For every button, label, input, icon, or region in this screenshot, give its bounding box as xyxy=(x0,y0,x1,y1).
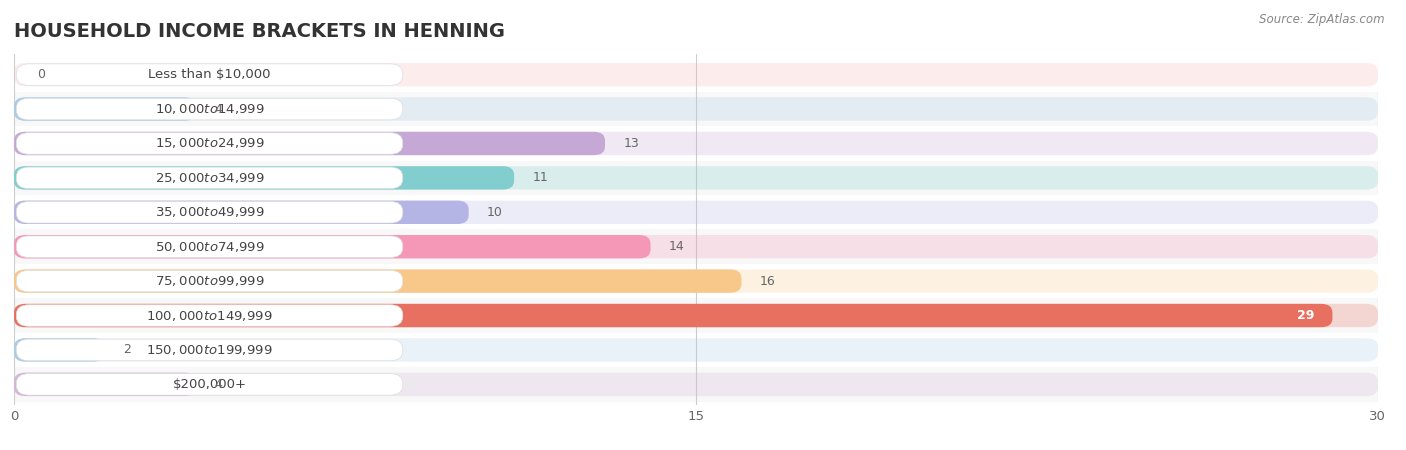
Text: $10,000 to $14,999: $10,000 to $14,999 xyxy=(155,102,264,116)
FancyBboxPatch shape xyxy=(14,338,1378,362)
Text: 10: 10 xyxy=(486,206,503,219)
Bar xyxy=(14,367,1378,401)
Bar xyxy=(14,195,1378,230)
Bar xyxy=(14,58,1378,92)
FancyBboxPatch shape xyxy=(17,98,402,120)
Text: $150,000 to $199,999: $150,000 to $199,999 xyxy=(146,343,273,357)
FancyBboxPatch shape xyxy=(17,202,402,223)
Bar xyxy=(14,264,1378,298)
Bar xyxy=(14,230,1378,264)
Text: HOUSEHOLD INCOME BRACKETS IN HENNING: HOUSEHOLD INCOME BRACKETS IN HENNING xyxy=(14,22,505,41)
FancyBboxPatch shape xyxy=(14,235,651,258)
FancyBboxPatch shape xyxy=(17,64,402,86)
Text: 29: 29 xyxy=(1296,309,1315,322)
FancyBboxPatch shape xyxy=(17,133,402,154)
Text: $35,000 to $49,999: $35,000 to $49,999 xyxy=(155,205,264,219)
Bar xyxy=(14,298,1378,333)
Bar xyxy=(14,161,1378,195)
Text: $75,000 to $99,999: $75,000 to $99,999 xyxy=(155,274,264,288)
Text: Source: ZipAtlas.com: Source: ZipAtlas.com xyxy=(1260,14,1385,27)
Text: 16: 16 xyxy=(759,274,775,288)
FancyBboxPatch shape xyxy=(17,374,402,395)
Text: $200,000+: $200,000+ xyxy=(173,378,246,391)
FancyBboxPatch shape xyxy=(14,97,195,121)
FancyBboxPatch shape xyxy=(14,235,1378,258)
Bar xyxy=(14,333,1378,367)
Text: 2: 2 xyxy=(124,343,131,356)
Text: 14: 14 xyxy=(669,240,685,253)
Text: 4: 4 xyxy=(214,103,222,116)
FancyBboxPatch shape xyxy=(17,270,402,292)
Text: $100,000 to $149,999: $100,000 to $149,999 xyxy=(146,309,273,323)
Text: $25,000 to $34,999: $25,000 to $34,999 xyxy=(155,171,264,185)
FancyBboxPatch shape xyxy=(17,339,402,361)
FancyBboxPatch shape xyxy=(14,201,1378,224)
FancyBboxPatch shape xyxy=(14,338,105,362)
Text: 4: 4 xyxy=(214,378,222,391)
Text: 11: 11 xyxy=(533,171,548,184)
Text: 13: 13 xyxy=(623,137,638,150)
FancyBboxPatch shape xyxy=(14,63,1378,86)
FancyBboxPatch shape xyxy=(14,304,1333,327)
Text: $15,000 to $24,999: $15,000 to $24,999 xyxy=(155,136,264,150)
FancyBboxPatch shape xyxy=(14,270,1378,293)
FancyBboxPatch shape xyxy=(14,304,1378,327)
Bar xyxy=(14,126,1378,161)
FancyBboxPatch shape xyxy=(14,166,515,189)
FancyBboxPatch shape xyxy=(14,201,468,224)
FancyBboxPatch shape xyxy=(14,132,605,155)
FancyBboxPatch shape xyxy=(17,167,402,189)
FancyBboxPatch shape xyxy=(17,305,402,326)
FancyBboxPatch shape xyxy=(14,373,1378,396)
Text: 0: 0 xyxy=(37,68,45,81)
FancyBboxPatch shape xyxy=(14,270,741,293)
FancyBboxPatch shape xyxy=(17,236,402,257)
Text: Less than $10,000: Less than $10,000 xyxy=(148,68,271,81)
FancyBboxPatch shape xyxy=(14,166,1378,189)
FancyBboxPatch shape xyxy=(14,97,1378,121)
FancyBboxPatch shape xyxy=(14,132,1378,155)
Bar xyxy=(14,92,1378,126)
FancyBboxPatch shape xyxy=(14,373,195,396)
Text: $50,000 to $74,999: $50,000 to $74,999 xyxy=(155,240,264,254)
